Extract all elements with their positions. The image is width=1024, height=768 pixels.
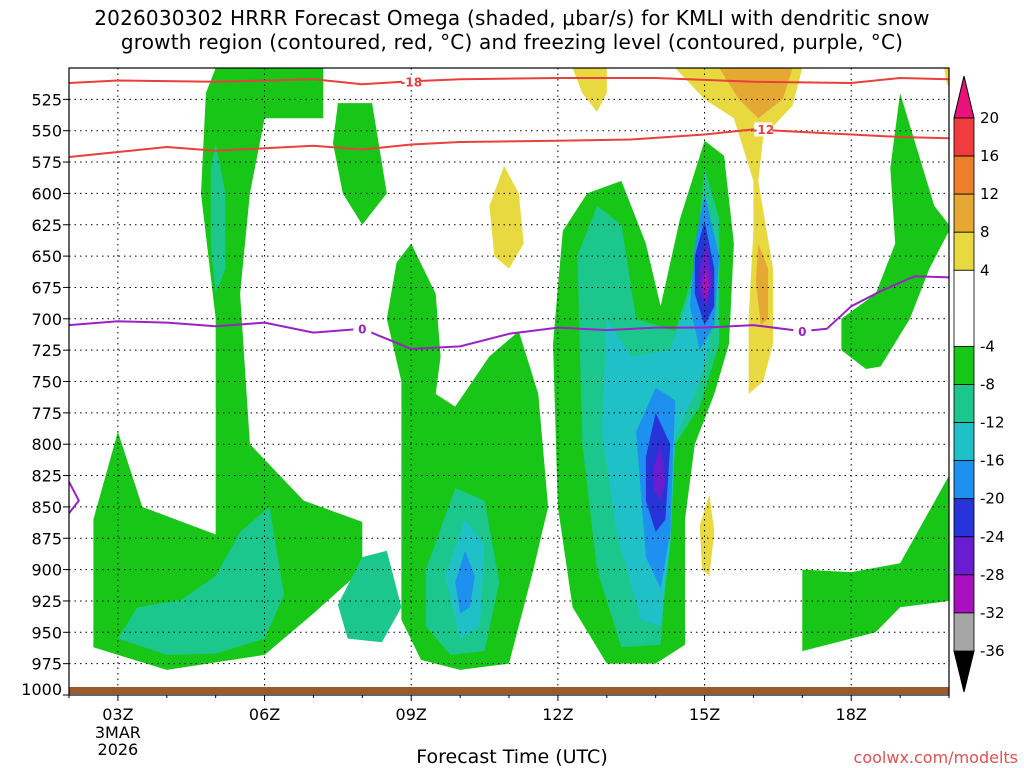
chart-title-line2: growth region (contoured, red, °C) and f… bbox=[120, 30, 904, 54]
colorbar-label: -36 bbox=[980, 642, 1005, 660]
contour-label-0: 0 bbox=[358, 322, 366, 336]
omega-region-5 bbox=[802, 475, 949, 652]
ground-strip bbox=[69, 687, 949, 694]
colorbar-band-8 bbox=[953, 460, 975, 500]
x-tick-label: 03Z bbox=[102, 705, 133, 724]
colorbar-band-0 bbox=[953, 117, 975, 157]
contour-label-bg bbox=[402, 74, 421, 89]
colorbar-band-11 bbox=[953, 574, 975, 614]
grid-lines bbox=[69, 68, 949, 695]
colorbar-band-10 bbox=[953, 536, 975, 576]
colorbar-label: -16 bbox=[980, 452, 1005, 470]
x-tick-sublabel: 3MAR bbox=[95, 723, 141, 742]
colorbar-label: -20 bbox=[980, 490, 1005, 508]
y-tick-label: 750 bbox=[31, 373, 62, 392]
contour-label--18: -18 bbox=[400, 75, 422, 89]
omega-region-22 bbox=[489, 165, 524, 269]
y-tick-label: 700 bbox=[31, 310, 62, 329]
colorbar-bottom-arrow bbox=[953, 650, 975, 693]
y-tick-label: 650 bbox=[31, 247, 62, 266]
y-tick-label: 825 bbox=[31, 467, 62, 486]
contour--12 bbox=[69, 128, 949, 158]
y-tick-label: 600 bbox=[31, 184, 62, 203]
chart-title-line1: 2026030302 HRRR Forecast Omega (shaded, … bbox=[94, 6, 930, 30]
colorbar-label: -28 bbox=[980, 566, 1005, 584]
y-tick-label: 975 bbox=[31, 655, 62, 674]
omega-region-23 bbox=[675, 68, 803, 394]
chart-title: 2026030302 HRRR Forecast Omega (shaded, … bbox=[0, 6, 1024, 54]
x-tick-label: 15Z bbox=[689, 705, 720, 724]
colorbar-label: -8 bbox=[980, 376, 995, 394]
omega-region-8 bbox=[337, 550, 402, 643]
y-tick-label: 800 bbox=[31, 435, 62, 454]
colorbar-band-6 bbox=[953, 384, 975, 423]
contour-0 bbox=[69, 275, 949, 350]
omega-region-21 bbox=[572, 68, 607, 112]
omega-region-4 bbox=[841, 93, 949, 369]
contour-0-left bbox=[69, 481, 80, 514]
colorbar-band-3 bbox=[953, 231, 975, 271]
colorbar-band-9 bbox=[953, 498, 975, 538]
credit-link[interactable]: coolwx.com/modelts bbox=[853, 748, 1018, 767]
colorbar-label: -12 bbox=[980, 414, 1005, 432]
contour-label-bg bbox=[754, 122, 773, 137]
omega-shaded-regions bbox=[93, 68, 949, 670]
colorbar-label: 16 bbox=[980, 147, 999, 165]
colorbar-label: 4 bbox=[980, 261, 990, 279]
colorbar-band-7 bbox=[953, 422, 975, 462]
colorbar-label: -4 bbox=[980, 337, 995, 355]
x-tick-label: 06Z bbox=[249, 705, 280, 724]
contour-label-0: 0 bbox=[798, 325, 806, 339]
contour-lines bbox=[69, 77, 949, 514]
colorbar-band-1 bbox=[953, 155, 975, 195]
omega-region-20 bbox=[702, 268, 710, 300]
colorbar-band-4 bbox=[953, 269, 975, 347]
colorbar-label: -32 bbox=[980, 604, 1005, 622]
colorbar-label: 8 bbox=[980, 223, 990, 241]
y-tick-label: 675 bbox=[31, 278, 62, 297]
omega-region-6 bbox=[117, 506, 285, 655]
omega-region-24 bbox=[699, 494, 715, 576]
y-tick-label: 875 bbox=[31, 529, 62, 548]
y-tick-label: 775 bbox=[31, 404, 62, 423]
contour-label--12: -12 bbox=[752, 123, 774, 137]
colorbar-label: 20 bbox=[980, 109, 999, 127]
y-tick-label: 925 bbox=[31, 592, 62, 611]
y-tick-label: 900 bbox=[31, 561, 62, 580]
omega-region-1 bbox=[333, 103, 387, 225]
omega-region-18 bbox=[653, 444, 666, 501]
colorbar: 20 16 12 8 4 -4 -8 -12 -16 -20 -24 -28 -32 -36 bbox=[953, 75, 1005, 693]
y-tick-label: 950 bbox=[31, 623, 62, 642]
omega-region-15 bbox=[455, 550, 475, 614]
colorbar-band-5 bbox=[953, 346, 975, 385]
y-tick-label: 525 bbox=[31, 90, 62, 109]
contour-label-bg bbox=[353, 321, 372, 336]
omega-region-7 bbox=[210, 143, 226, 294]
y-tick-label: 1000 bbox=[21, 680, 62, 699]
y-axis: 525 550 575 600 625 650 675 700 725 750 775 800 825 8… bbox=[21, 90, 69, 699]
y-tick-label: 725 bbox=[31, 341, 62, 360]
colorbar-label: -24 bbox=[980, 528, 1005, 546]
colorbar-band-2 bbox=[953, 193, 975, 233]
omega-region-0 bbox=[93, 68, 363, 670]
x-tick-sublabel: 2026 bbox=[98, 740, 139, 759]
colorbar-top-arrow bbox=[953, 75, 975, 119]
contour-labels: -18 -12 0 0 bbox=[353, 74, 812, 339]
colorbar-label: 12 bbox=[980, 185, 999, 203]
x-tick-label: 12Z bbox=[542, 705, 573, 724]
x-axis-title: Forecast Time (UTC) bbox=[416, 746, 608, 768]
contour--18 bbox=[69, 77, 949, 86]
x-tick-label: 18Z bbox=[836, 705, 867, 724]
y-tick-label: 575 bbox=[31, 153, 62, 172]
y-tick-label: 550 bbox=[31, 122, 62, 141]
colorbar-band-12 bbox=[953, 612, 975, 652]
omega-region-27 bbox=[755, 243, 769, 326]
contour-label-bg bbox=[793, 324, 812, 339]
x-tick-label: 09Z bbox=[396, 705, 427, 724]
y-tick-label: 625 bbox=[31, 216, 62, 235]
omega-region-25 bbox=[944, 68, 949, 87]
y-tick-label: 850 bbox=[31, 498, 62, 517]
